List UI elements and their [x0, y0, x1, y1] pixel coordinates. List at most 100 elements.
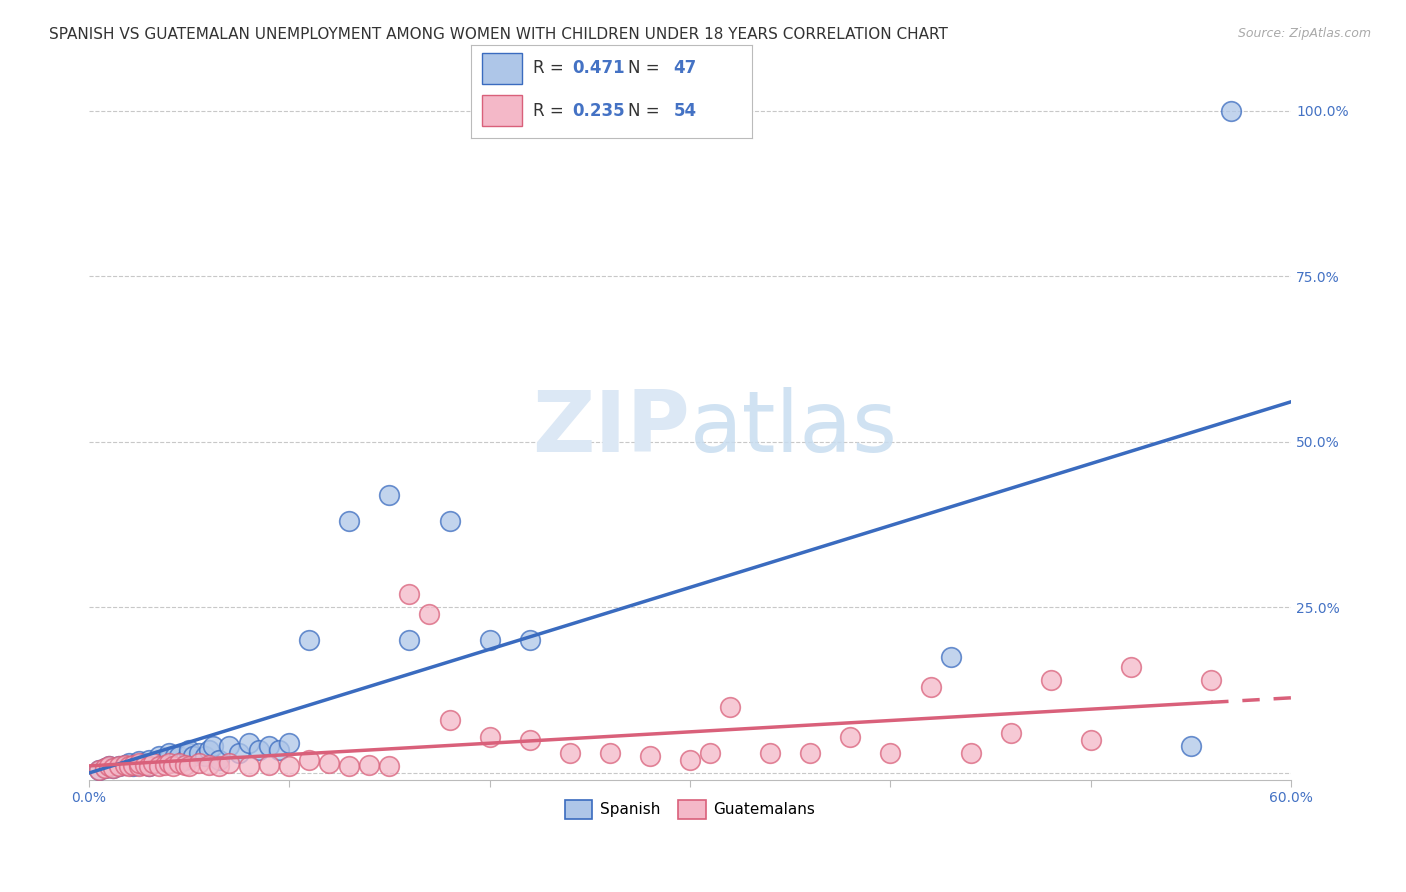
Point: [208, 759, 231, 773]
Point: [439, 713, 461, 727]
Point: [87, 763, 110, 777]
Point: [157, 751, 180, 765]
Point: [101, 761, 124, 775]
Point: [101, 761, 124, 775]
Point: [87, 763, 110, 777]
Point: [162, 759, 184, 773]
Text: SPANISH VS GUATEMALAN UNEMPLOYMENT AMONG WOMEN WITH CHILDREN UNDER 18 YEARS CORR: SPANISH VS GUATEMALAN UNEMPLOYMENT AMONG…: [49, 27, 948, 42]
Point: [939, 650, 962, 665]
Point: [278, 736, 301, 750]
Point: [128, 759, 150, 773]
Point: [679, 753, 702, 767]
Point: [94, 761, 117, 775]
Point: [269, 743, 291, 757]
Legend: Spanish, Guatemalans: Spanish, Guatemalans: [558, 794, 821, 824]
Point: [163, 749, 186, 764]
Point: [208, 753, 231, 767]
Point: [177, 743, 200, 757]
Point: [142, 756, 165, 770]
Bar: [482, 53, 522, 84]
Point: [157, 756, 180, 770]
Point: [418, 607, 440, 621]
Point: [1180, 739, 1202, 754]
Point: [1080, 732, 1102, 747]
Point: [97, 759, 120, 773]
Point: [188, 756, 211, 770]
Point: [138, 753, 160, 767]
Text: Source: ZipAtlas.com: Source: ZipAtlas.com: [1237, 27, 1371, 40]
Point: [238, 759, 260, 773]
Point: [201, 739, 224, 754]
Point: [599, 746, 621, 760]
Point: [959, 746, 981, 760]
Point: [378, 488, 401, 502]
Point: [157, 746, 180, 760]
Point: [118, 759, 141, 773]
Point: [920, 680, 942, 694]
Point: [177, 746, 200, 760]
Bar: [482, 95, 522, 126]
Point: [398, 633, 420, 648]
Point: [177, 759, 200, 773]
Point: [148, 759, 170, 773]
Point: [519, 633, 541, 648]
Text: N =: N =: [628, 60, 665, 78]
Text: atlas: atlas: [690, 387, 898, 470]
Point: [318, 756, 340, 770]
Point: [359, 758, 381, 772]
Point: [97, 759, 120, 773]
Point: [114, 758, 136, 772]
Point: [188, 746, 211, 760]
Point: [148, 753, 170, 767]
Point: [228, 746, 250, 760]
Point: [134, 756, 156, 770]
Point: [298, 753, 321, 767]
Point: [128, 756, 150, 770]
Point: [519, 732, 541, 747]
Point: [174, 758, 197, 772]
Point: [198, 758, 221, 772]
Point: [699, 746, 721, 760]
Point: [298, 633, 321, 648]
Point: [478, 730, 501, 744]
Point: [148, 749, 170, 764]
Point: [799, 746, 821, 760]
Point: [247, 743, 270, 757]
Point: [1119, 660, 1142, 674]
Point: [1039, 673, 1062, 688]
Point: [439, 514, 461, 528]
Point: [134, 758, 156, 772]
Point: [167, 756, 190, 770]
Text: N =: N =: [628, 102, 665, 120]
Point: [167, 749, 190, 764]
Point: [138, 759, 160, 773]
Point: [128, 758, 150, 772]
Point: [218, 756, 240, 770]
Point: [121, 758, 143, 772]
Point: [218, 739, 240, 754]
Point: [181, 749, 204, 764]
Text: 0.235: 0.235: [572, 102, 624, 120]
Point: [398, 587, 420, 601]
Point: [107, 759, 129, 773]
Point: [198, 743, 221, 757]
Point: [114, 758, 136, 772]
Point: [94, 761, 117, 775]
Text: R =: R =: [533, 102, 569, 120]
Point: [238, 736, 260, 750]
Point: [257, 758, 280, 772]
Point: [153, 754, 176, 768]
Point: [337, 514, 360, 528]
Point: [879, 746, 901, 760]
Point: [638, 749, 661, 764]
Point: [759, 746, 782, 760]
Text: R =: R =: [533, 60, 569, 78]
Point: [194, 749, 217, 764]
Point: [138, 759, 160, 773]
Point: [153, 758, 176, 772]
Point: [718, 699, 741, 714]
Point: [1000, 726, 1022, 740]
Point: [558, 746, 581, 760]
Point: [118, 756, 141, 770]
Point: [1220, 103, 1243, 118]
